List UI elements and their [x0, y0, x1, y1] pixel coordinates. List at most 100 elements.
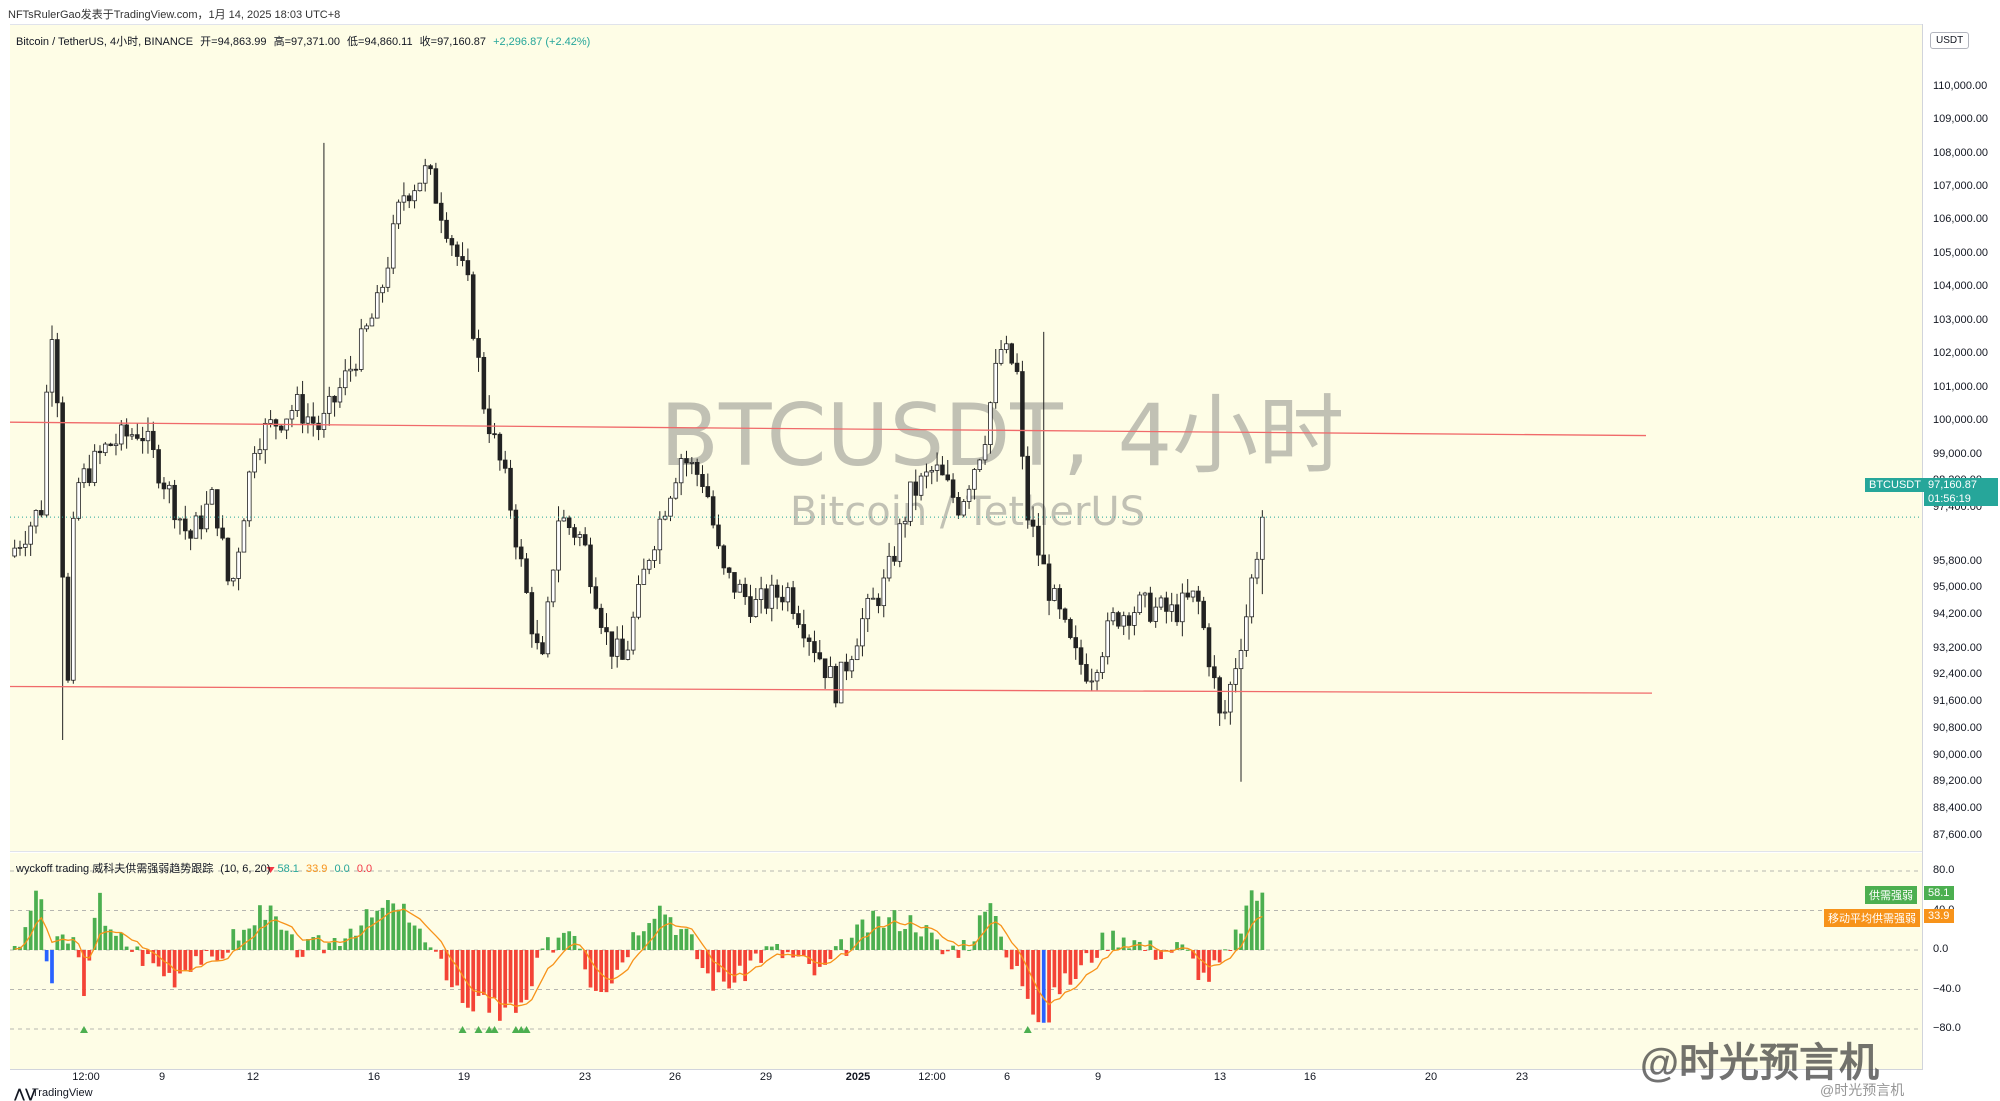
candle-body [1116, 612, 1121, 627]
series-legend[interactable]: Bitcoin / TetherUS, 4小时, BINANCE 开=94,86… [16, 33, 594, 49]
indicator-bar [1153, 950, 1158, 960]
indicator-bar [199, 950, 204, 965]
candlestick-chart[interactable] [10, 25, 1922, 853]
candle-body [231, 578, 236, 582]
candle-body [358, 328, 364, 370]
indicator-tag-moving-average: 移动平均供需强弱 [1824, 909, 1920, 927]
indicator-histogram[interactable] [10, 853, 1922, 1070]
indicator-bar [524, 950, 529, 1000]
candle-body [1014, 362, 1020, 372]
indicator-legend[interactable]: wyckoff trading 威科夫供需强弱趋势跟踪 (10, 6, 20) … [16, 860, 376, 876]
indicator-bar [135, 946, 140, 950]
price-scale-label: 101,000.00 [1933, 380, 1989, 393]
indicator-bar [23, 927, 28, 950]
candle-body [796, 613, 801, 625]
candle-body [444, 219, 449, 239]
candle-body [492, 433, 497, 436]
candle-body [918, 475, 924, 496]
currency-selector[interactable]: USDT [1930, 32, 1970, 49]
candle-body [28, 525, 33, 545]
candle-body [1073, 637, 1078, 649]
indicator-bar [268, 905, 273, 950]
candle-body [1041, 554, 1046, 565]
time-axis-label: 9 [1094, 1071, 1102, 1083]
indicator-bar [1244, 905, 1249, 950]
candle-body [135, 434, 140, 439]
candle-body [247, 471, 252, 522]
candle-body [614, 638, 620, 657]
weibo-watermark: @时光预言机 [1640, 1041, 1880, 1085]
candle-body [449, 238, 455, 246]
candle-body [1222, 711, 1228, 714]
candle-body [454, 244, 460, 257]
bar-countdown-badge: 01:56:19 [1924, 492, 1998, 506]
indicator-bar [498, 950, 502, 1021]
indicator-bar [28, 910, 33, 950]
indicator-bar [1073, 950, 1078, 980]
indicator-bar [1084, 950, 1089, 954]
symbol-watermark: BTCUSDT, 4小时 [660, 386, 1345, 486]
buy-signal-marker [79, 1026, 88, 1033]
candle-body [262, 422, 268, 451]
indicator-bar [332, 938, 337, 950]
support-resistance-line[interactable] [10, 685, 1653, 694]
candle-body [113, 443, 119, 446]
indicator-bar [636, 935, 641, 950]
candle-body [87, 468, 92, 483]
candle-body [225, 537, 231, 582]
indicator-scale-label: −80.0 [1933, 1022, 1961, 1034]
last-price-badge: 97,160.87 [1924, 478, 1998, 492]
candle-body [1169, 604, 1174, 612]
candle-body [598, 607, 604, 628]
time-axis-label: 12:00 [918, 1071, 946, 1083]
candle-body [1025, 455, 1030, 521]
indicator-bar [466, 950, 470, 1008]
candle-body [780, 596, 785, 603]
candle-body [348, 368, 353, 372]
main-price-pane[interactable]: BTCUSDT, 4小时 Bitcoin / TetherUS ⚡ [10, 24, 1922, 872]
candle-body [364, 325, 369, 330]
indicator-moving-average-line [14, 908, 1263, 1007]
candle-body [1105, 620, 1110, 658]
indicator-bar [545, 937, 550, 950]
indicator-bar [700, 950, 705, 968]
time-axis[interactable]: 12:00 9 12 16 19 23 26 29 2025 12:00 6 9 13 16 20 23 [10, 1070, 1922, 1090]
indicator-bar [274, 916, 278, 950]
time-axis-label: 20 [1424, 1071, 1438, 1083]
candle-body [236, 551, 241, 579]
candle-body [1164, 597, 1169, 612]
indicator-pane[interactable] [10, 853, 1922, 1070]
support-resistance-line[interactable] [10, 421, 1647, 437]
indicator-bar [258, 905, 262, 950]
indicator-bar [1052, 950, 1057, 988]
candle-body [860, 618, 865, 647]
candle-body [833, 665, 839, 704]
indicator-bar [796, 950, 801, 957]
candle-body [103, 443, 108, 454]
indicator-bar [220, 950, 225, 959]
candle-body [396, 201, 401, 225]
legend-symbol: Bitcoin / TetherUS, 4小时, BINANCE [16, 36, 194, 48]
candle-body [902, 520, 908, 525]
candle-body [998, 349, 1004, 364]
candle-body [961, 501, 967, 516]
indicator-tag-moving-average-value: 33.9 [1924, 909, 1954, 923]
indicator-bar [951, 945, 955, 950]
candle-body [412, 190, 417, 202]
indicator-bar [1159, 950, 1163, 960]
price-scale-label: 90,000.00 [1933, 748, 1982, 761]
candle-body [401, 195, 407, 203]
indicator-bar [775, 944, 779, 950]
indicator-bar [487, 950, 492, 1013]
indicator-bar [993, 916, 998, 950]
candle-body [705, 486, 711, 498]
price-scale[interactable]: 110,000.00 109,000.00 108,000.00 107,000.00… [1922, 24, 2000, 1070]
candle-body [913, 481, 919, 496]
candle-body [641, 568, 647, 585]
candle-body [417, 182, 423, 192]
candle-body [390, 223, 396, 269]
indicator-bar [999, 936, 1003, 950]
price-scale-label: 105,000.00 [1933, 246, 1989, 259]
indicator-bar [386, 900, 390, 950]
indicator-value-2: 33.9 [305, 863, 328, 875]
